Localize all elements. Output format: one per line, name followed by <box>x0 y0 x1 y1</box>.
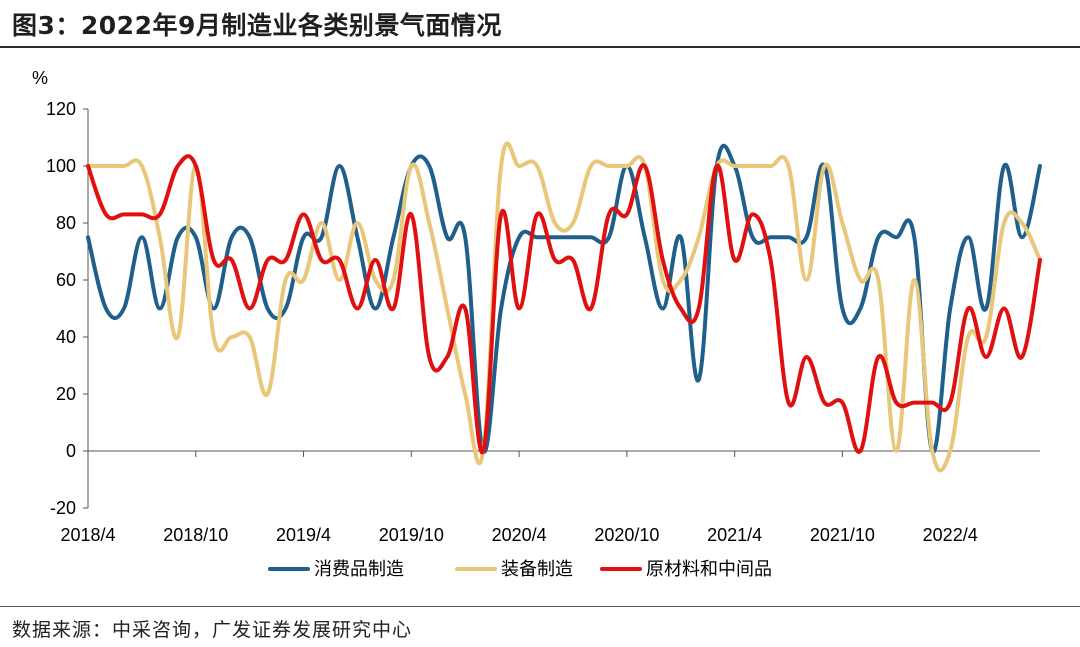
chart-axes: -20 0 20 40 60 80 100 120% 2018/4 2018/10 2019/4 20… <box>32 68 1040 545</box>
chart-series <box>86 141 1042 473</box>
series-equipment-line <box>86 141 1042 473</box>
line-chart: -20 0 20 40 60 80 100 120% 2018/4 2018/10 2019/4 20… <box>32 68 1042 580</box>
legend-label: 消费品制造 <box>314 559 404 580</box>
x-tick-label: 2022/4 <box>923 525 978 545</box>
title-bar: 图3：2022年9月制造业各类别景气面情况 <box>0 0 1080 46</box>
chart-legend: 消费品制造 装备制造 原材料和中间品 <box>268 559 772 580</box>
x-tick-label: 2021/4 <box>707 525 762 545</box>
x-tick-label: 2020/10 <box>594 525 659 545</box>
y-tick-label: 40 <box>56 327 76 347</box>
y-tick-label: 120 <box>46 99 76 119</box>
page-title: 图3：2022年9月制造业各类别景气面情况 <box>12 11 502 40</box>
x-tick-label: 2020/4 <box>492 525 547 545</box>
y-tick-label: 60 <box>56 270 76 290</box>
title-divider <box>0 46 1080 48</box>
x-tick-label: 2021/10 <box>810 525 875 545</box>
x-tick-label: 2019/10 <box>379 525 444 545</box>
legend-label: 装备制造 <box>501 559 573 580</box>
x-tick-label: 2018/4 <box>60 525 115 545</box>
series-raw-materials-line <box>86 154 1042 455</box>
y-tick-label: 0 <box>66 441 76 461</box>
y-tick-label: 100 <box>46 156 76 176</box>
legend-label: 原材料和中间品 <box>646 559 772 580</box>
y-axis-unit: % <box>32 68 48 88</box>
x-tick-label: 2019/4 <box>276 525 331 545</box>
source-note: 数据来源：中采咨询，广发证券发展研究中心 <box>12 619 413 641</box>
y-tick-label: -20 <box>50 498 76 518</box>
y-tick-label: 20 <box>56 384 76 404</box>
x-tick-label: 2018/10 <box>163 525 228 545</box>
footer-divider <box>0 606 1080 607</box>
y-tick-label: 80 <box>56 213 76 233</box>
